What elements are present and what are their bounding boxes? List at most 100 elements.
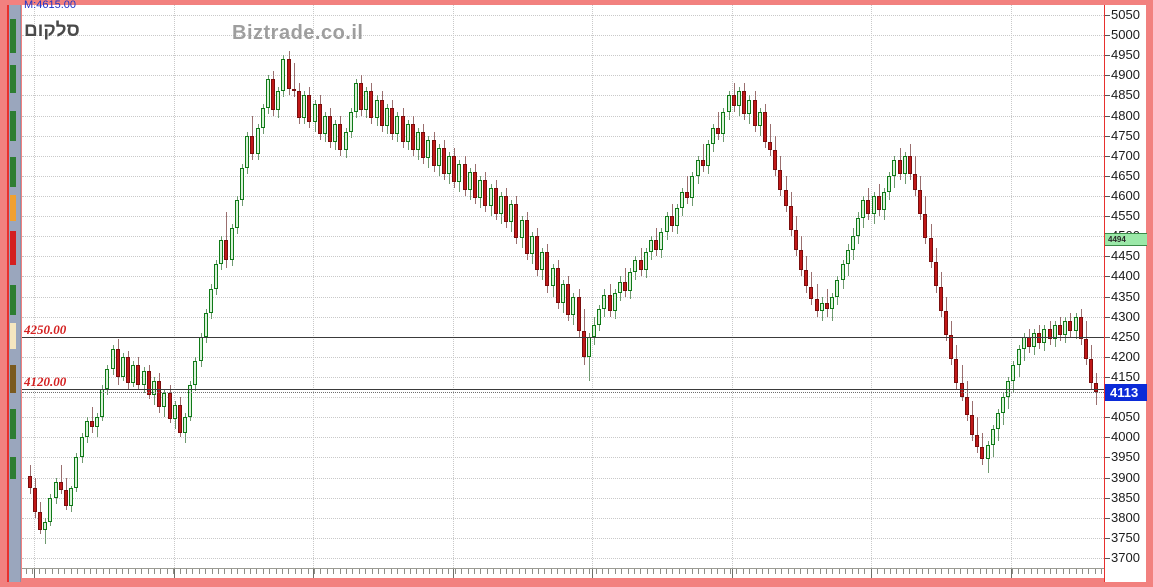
candlestick bbox=[22, 5, 1104, 568]
time-tick bbox=[346, 569, 347, 574]
strip-segment[interactable] bbox=[10, 457, 16, 479]
strip-segment[interactable] bbox=[10, 195, 16, 221]
candlestick bbox=[22, 5, 1104, 568]
strip-segment[interactable] bbox=[10, 111, 16, 141]
price-tick-mark bbox=[1105, 55, 1110, 57]
time-tick bbox=[160, 569, 161, 574]
candle-body bbox=[623, 282, 628, 291]
candle-body bbox=[721, 111, 726, 134]
strip-segment[interactable] bbox=[10, 365, 16, 393]
candle-body bbox=[307, 95, 312, 122]
candlestick bbox=[22, 5, 1104, 568]
candlestick bbox=[22, 5, 1104, 568]
time-tick bbox=[474, 569, 475, 574]
candle-body bbox=[996, 413, 1001, 430]
time-tick bbox=[32, 569, 33, 574]
price-gridline bbox=[22, 95, 1104, 97]
candle-body bbox=[613, 292, 618, 311]
price-gridline bbox=[22, 397, 1104, 399]
price-tick-label: 4050 bbox=[1111, 409, 1140, 425]
candle-body bbox=[680, 191, 685, 209]
candlestick bbox=[22, 5, 1104, 568]
candle-body bbox=[773, 149, 778, 170]
chart-plot-area[interactable]: 4250.00 4120.00 bbox=[22, 5, 1104, 568]
strip-segment[interactable] bbox=[10, 323, 16, 349]
candle-body bbox=[991, 429, 996, 446]
time-tick bbox=[391, 569, 392, 574]
time-tick bbox=[749, 569, 750, 574]
strip-segment[interactable] bbox=[10, 65, 16, 93]
candle-body bbox=[644, 252, 649, 271]
candle-body bbox=[478, 179, 483, 199]
candlestick bbox=[22, 5, 1104, 568]
candle-body bbox=[670, 216, 675, 227]
time-tick bbox=[1005, 569, 1006, 574]
candle-body bbox=[483, 179, 488, 207]
candlestick bbox=[22, 5, 1104, 568]
price-axis[interactable]: 5050 5000 4950 4900 4850 4800 4750 4700 4650 4600… bbox=[1104, 5, 1147, 582]
candlestick bbox=[22, 5, 1104, 568]
candle-body bbox=[209, 288, 214, 313]
time-tick bbox=[224, 569, 225, 574]
candlestick bbox=[22, 5, 1104, 568]
price-tick-label: 4000 bbox=[1111, 429, 1140, 445]
candle-body bbox=[344, 131, 349, 150]
price-gridline bbox=[22, 417, 1104, 419]
candlestick bbox=[22, 5, 1104, 568]
price-tick-mark bbox=[1105, 336, 1110, 338]
time-tick bbox=[352, 569, 353, 574]
candle-body bbox=[649, 240, 654, 253]
candlestick bbox=[22, 5, 1104, 568]
strip-segment[interactable] bbox=[10, 231, 16, 265]
candle-body bbox=[90, 421, 95, 428]
candle-body bbox=[1048, 328, 1053, 339]
support-line-label: 4120.00 bbox=[24, 374, 67, 390]
candle-body bbox=[271, 79, 276, 110]
time-tick bbox=[679, 569, 680, 574]
price-tick-label: 3800 bbox=[1111, 509, 1140, 525]
candlestick bbox=[22, 5, 1104, 568]
candle-body bbox=[592, 324, 597, 337]
strip-segment[interactable] bbox=[10, 285, 16, 315]
price-gridline bbox=[22, 276, 1104, 278]
candlestick bbox=[22, 5, 1104, 568]
candle-body bbox=[903, 155, 908, 174]
time-tick bbox=[64, 569, 65, 574]
candlestick bbox=[22, 5, 1104, 568]
candlestick bbox=[22, 5, 1104, 568]
candlestick bbox=[22, 5, 1104, 568]
time-gridline bbox=[313, 5, 314, 568]
candlestick bbox=[22, 5, 1104, 568]
candle-body bbox=[33, 487, 38, 512]
price-gridline bbox=[22, 236, 1104, 238]
candlestick bbox=[22, 5, 1104, 568]
time-tick bbox=[922, 569, 923, 574]
candlestick bbox=[22, 5, 1104, 568]
candlestick bbox=[22, 5, 1104, 568]
support-line[interactable] bbox=[22, 336, 1104, 338]
support-line[interactable] bbox=[22, 389, 1104, 391]
candle-body bbox=[1063, 320, 1068, 335]
strip-segment[interactable] bbox=[10, 157, 16, 187]
candle-body bbox=[157, 381, 162, 408]
candlestick bbox=[22, 5, 1104, 568]
candlestick bbox=[22, 5, 1104, 568]
candlestick bbox=[22, 5, 1104, 568]
time-tick bbox=[71, 569, 72, 574]
candle-body bbox=[934, 262, 939, 287]
candlestick bbox=[22, 5, 1104, 568]
strip-segment[interactable] bbox=[10, 19, 16, 53]
candlestick bbox=[22, 5, 1104, 568]
candlestick bbox=[22, 5, 1104, 568]
candle-body bbox=[794, 230, 799, 251]
left-indicator-strip[interactable] bbox=[9, 5, 21, 582]
strip-segment[interactable] bbox=[10, 409, 16, 439]
candle-body bbox=[64, 489, 69, 506]
candlestick bbox=[22, 5, 1104, 568]
time-tick bbox=[1012, 569, 1013, 574]
time-tick bbox=[45, 569, 46, 574]
candlestick bbox=[22, 5, 1104, 568]
candlestick bbox=[22, 5, 1104, 568]
time-tick bbox=[1037, 569, 1038, 574]
time-tick bbox=[672, 569, 673, 574]
